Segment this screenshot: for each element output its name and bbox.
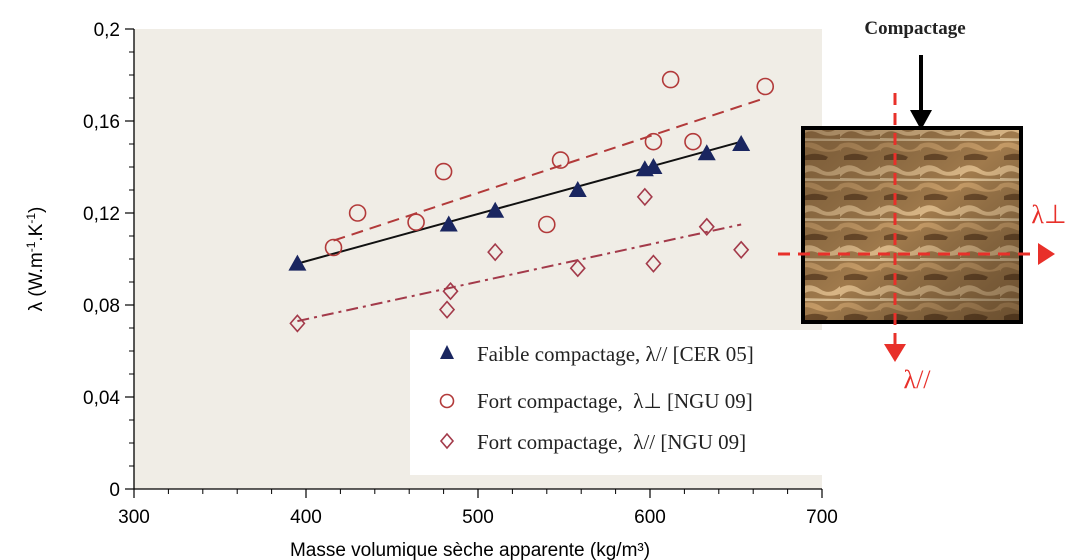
y-tick-label: 0,2 xyxy=(94,20,120,41)
compaction-arrowhead-icon xyxy=(910,110,932,130)
perpendicular-arrowhead-icon xyxy=(1038,243,1055,265)
soil-photo-frame xyxy=(801,126,1023,324)
legend-entry-3: Fort compactage, λ// [NGU 09] xyxy=(477,430,746,454)
fit-lines xyxy=(297,97,766,323)
marker-circle-point xyxy=(324,238,343,257)
x-tick-label: 300 xyxy=(118,507,150,528)
y-tick-label: 0,12 xyxy=(83,204,120,225)
legend-box xyxy=(410,330,822,475)
x-tick-label: 500 xyxy=(462,507,494,528)
marker-diamond-point xyxy=(636,187,653,207)
x-tick-label: 700 xyxy=(806,507,838,528)
marker-circle-point xyxy=(661,70,680,89)
marker-diamond-point xyxy=(569,258,586,278)
y-tick-labels: 0 0,04 0,08 0,12 0,16 0,2 xyxy=(83,20,120,501)
marker-circle-point xyxy=(407,213,425,231)
marker-circle-point xyxy=(434,162,453,181)
legend-entry-2: Fort compactage, λ⊥ [NGU 09] xyxy=(477,389,753,413)
marker-triangle-point xyxy=(732,135,751,151)
legend: Faible compactage, λ// [CER 05] Fort com… xyxy=(410,330,822,475)
marker-triangle-point xyxy=(288,254,307,271)
fit-line-series-1 xyxy=(297,140,742,265)
marker-triangle-point xyxy=(486,201,505,218)
y-tick-label: 0 xyxy=(109,480,120,501)
y-tick-label: 0,04 xyxy=(83,388,120,409)
marker-circle-point xyxy=(348,204,367,222)
x-tick-label: 600 xyxy=(634,507,666,528)
marker-diamond-point xyxy=(487,242,504,262)
x-tick-label: 400 xyxy=(290,507,322,528)
marker-diamond-point xyxy=(442,281,459,301)
compactage-label: Compactage xyxy=(864,18,965,39)
legend-marker-circle xyxy=(439,393,455,409)
x-axis-title: Masse volumique sèche apparente (kg/m³) xyxy=(290,540,650,560)
marker-circle-point xyxy=(684,132,702,151)
marker-circle-point xyxy=(537,215,556,234)
lambda-perpendicular-label: λ⊥ xyxy=(1031,200,1065,229)
marker-diamond-point xyxy=(289,314,306,333)
y-axis-title: λ (W.m-1.K-1) xyxy=(24,207,47,312)
y-ticks xyxy=(125,28,134,490)
marker-circle-point xyxy=(551,151,570,169)
marker-circle-point xyxy=(644,132,663,151)
x-ticks xyxy=(133,489,823,498)
data-markers xyxy=(288,70,775,333)
soil-photo-shade xyxy=(803,128,1021,322)
x-tick-labels: 300 400 500 600 700 xyxy=(118,507,838,528)
marker-triangle-point xyxy=(644,158,663,174)
legend-marker-diamond xyxy=(439,432,455,450)
legend-marker-triangle xyxy=(440,345,454,359)
marker-triangle-point xyxy=(439,215,458,232)
y-tick-label: 0,16 xyxy=(83,112,120,133)
marker-circle-point xyxy=(756,77,775,96)
marker-diamond-point xyxy=(733,240,750,260)
marker-diamond-point xyxy=(438,300,456,319)
inset-photo-group: Compactage λ// λ⊥ xyxy=(778,18,1065,394)
marker-triangle-point xyxy=(697,144,716,161)
marker-diamond-point xyxy=(698,217,715,237)
y-tick-label: 0,08 xyxy=(83,296,120,317)
lambda-parallel-label: λ// xyxy=(903,365,931,394)
marker-diamond-point xyxy=(645,254,662,273)
parallel-arrowhead-icon xyxy=(884,344,906,362)
marker-triangle-point xyxy=(568,181,587,197)
fit-line-series-3 xyxy=(297,223,742,323)
legend-entry-1: Faible compactage, λ// [CER 05] xyxy=(477,342,754,366)
